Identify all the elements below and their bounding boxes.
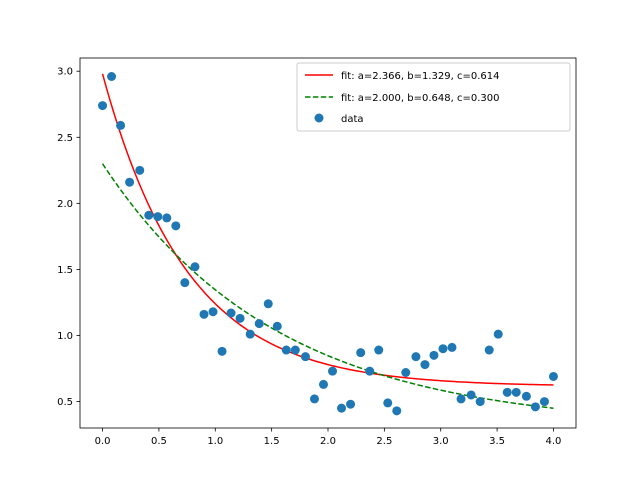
data-point	[328, 366, 338, 376]
x-tick-label: 2.0	[320, 436, 336, 447]
data-point	[438, 344, 448, 354]
legend-label-fit-red: fit: a=2.366, b=1.329, c=0.614	[341, 71, 499, 82]
data-point	[365, 366, 375, 376]
data-point	[226, 308, 236, 318]
data-point	[153, 212, 163, 222]
x-tick-label: 4.0	[546, 436, 562, 447]
data-point	[290, 345, 300, 355]
fit-curve-green	[101, 163, 554, 409]
data-point	[346, 399, 356, 409]
data-point	[502, 387, 512, 397]
data-point	[429, 350, 439, 360]
data-point	[125, 177, 135, 187]
data-point	[107, 72, 117, 81]
data-point	[392, 406, 402, 416]
data-point	[245, 329, 255, 339]
y-axis: 0.5 1.0 1.5 2.0 2.5 3.0	[57, 67, 80, 408]
data-point	[411, 352, 421, 362]
data-point	[254, 319, 264, 329]
data-point	[383, 398, 393, 408]
data-point	[144, 210, 154, 220]
data-point	[116, 120, 126, 130]
data-point	[281, 345, 291, 355]
data-point	[171, 221, 181, 231]
x-tick-label: 3.5	[489, 436, 505, 447]
data-point	[475, 397, 485, 407]
legend-box	[296, 62, 571, 132]
data-point	[272, 321, 282, 331]
data-point	[190, 262, 200, 272]
data-point	[530, 402, 540, 412]
data-point	[466, 390, 476, 400]
legend-label-data: data	[341, 114, 364, 125]
data-point	[235, 313, 245, 323]
data-point	[511, 387, 521, 397]
x-tick-label: 1.0	[207, 436, 223, 447]
data-point	[539, 397, 549, 407]
x-tick-label: 3.0	[433, 436, 449, 447]
legend: fit: a=2.366, b=1.329, c=0.614 fit: a=2.…	[296, 62, 571, 132]
data-point	[374, 345, 384, 355]
data-point	[309, 394, 319, 404]
data-point	[456, 394, 466, 404]
data-point	[263, 299, 273, 309]
data-point	[199, 309, 209, 319]
data-point	[217, 346, 227, 356]
y-tick-label: 3.0	[57, 67, 73, 78]
legend-label-fit-green: fit: a=2.000, b=0.648, c=0.300	[341, 93, 499, 104]
y-tick-label: 2.5	[57, 133, 73, 144]
x-tick-label: 1.5	[264, 436, 280, 447]
x-tick-label: 2.5	[376, 436, 392, 447]
data-point	[208, 307, 218, 317]
data-point	[356, 348, 366, 358]
data-point	[548, 371, 558, 381]
data-point	[135, 165, 145, 175]
fit-curve-red	[101, 73, 554, 386]
x-tick-label: 0.5	[151, 436, 167, 447]
y-tick-label: 0.5	[57, 397, 73, 408]
data-point	[98, 101, 108, 111]
x-axis: 0.0 0.5 1.0 1.5 2.0 2.5 3.0 3.5 4.0	[95, 428, 562, 447]
data-point	[180, 278, 190, 288]
data-point	[300, 352, 310, 362]
data-point	[337, 403, 347, 413]
data-point	[447, 342, 457, 352]
y-tick-label: 1.0	[57, 331, 73, 342]
data-point	[493, 329, 503, 339]
y-tick-label: 1.5	[57, 265, 73, 276]
data-point	[401, 368, 411, 377]
data-point	[420, 360, 430, 370]
data-point	[521, 391, 531, 401]
data-point	[162, 213, 172, 223]
data-point	[484, 345, 494, 355]
data-point	[318, 379, 328, 389]
legend-swatch-data	[314, 113, 324, 123]
y-tick-label: 2.0	[57, 199, 73, 210]
x-tick-label: 0.0	[95, 436, 111, 447]
